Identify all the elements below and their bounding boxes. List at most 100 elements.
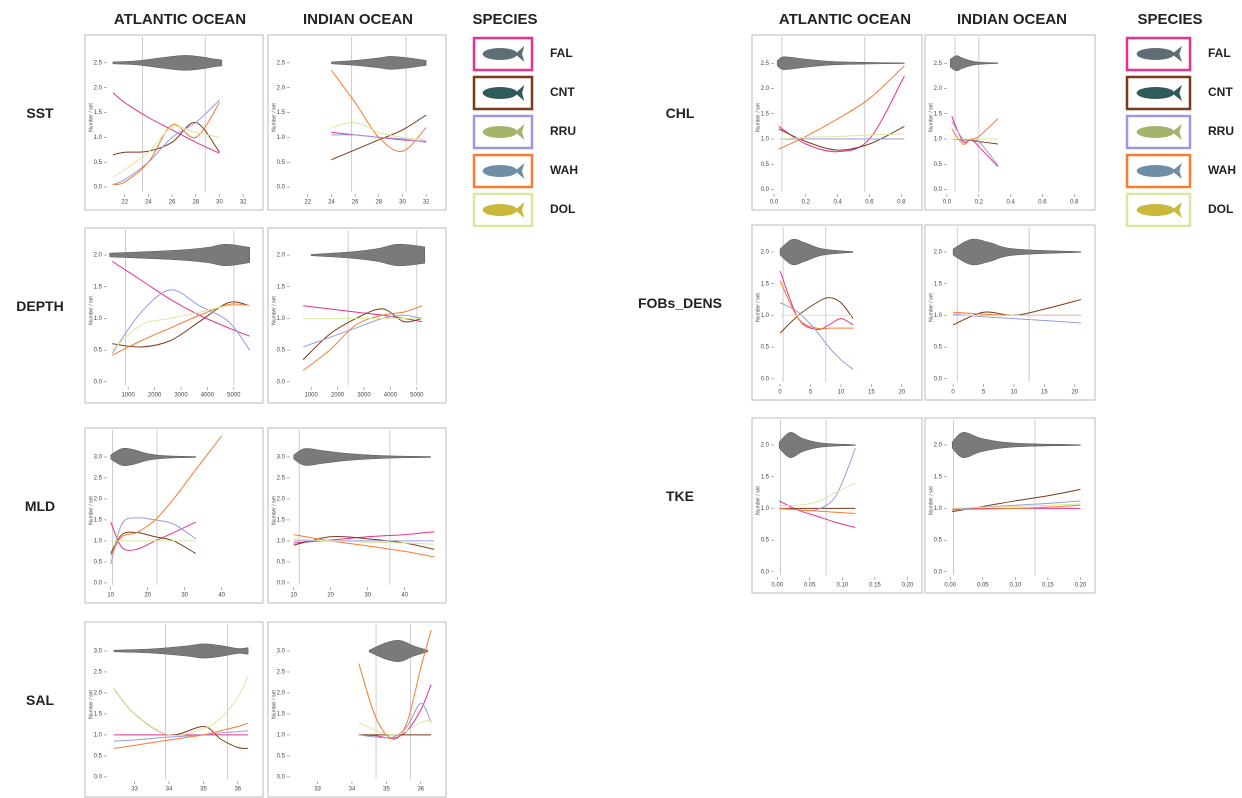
legend-label: WAH: [550, 163, 578, 177]
x-tick-label: 1000: [121, 393, 135, 399]
y-tick-label: 2.0: [277, 497, 286, 503]
x-tick-label: 0: [951, 390, 955, 396]
x-tick-label: 22: [121, 200, 128, 206]
legend-item: CNT: [472, 75, 575, 111]
y-tick-label: 0.5: [94, 559, 103, 565]
y-tick-label: 2.0: [94, 253, 103, 259]
fish-icon: [1136, 204, 1175, 216]
legend-item: FAL: [472, 36, 573, 72]
violin: [952, 238, 1082, 266]
panel: 0.0 0.5 1.0 1.5 2.0 0 5 10 15 20 Number / set: [751, 224, 923, 401]
violin: [331, 56, 427, 70]
y-tick-label: 3.0: [277, 649, 286, 655]
curve: [112, 126, 220, 178]
y-tick-label: 2.0: [934, 86, 943, 92]
y-tick-label: 0.0: [94, 185, 103, 191]
y-axis-label: Number / set: [88, 690, 94, 719]
curve: [293, 534, 435, 558]
curve: [779, 302, 854, 370]
y-tick-label: 1.0: [277, 316, 286, 322]
fish-tail: [515, 202, 525, 218]
panel: 0.0 0.5 1.0 1.5 2.0 2.5 22 24 26 28 30 32 Number / s…: [267, 34, 447, 211]
legend-item: RRU: [472, 114, 576, 150]
violin: [293, 448, 431, 466]
x-tick-label: 0: [778, 390, 782, 396]
x-tick-label: 0.05: [804, 583, 816, 589]
curve: [112, 121, 220, 156]
panel: 0.0 0.5 1.0 1.5 2.0 1000 2000 3000 4000 5000 Numbe…: [267, 227, 447, 404]
fish-icon: [1136, 126, 1175, 138]
curve: [302, 308, 423, 360]
legend-label: WAH: [1208, 163, 1236, 177]
x-tick-label: 20: [327, 593, 334, 599]
fish-icon: [1136, 87, 1175, 99]
curve: [112, 303, 250, 356]
y-tick-label: 2.5: [277, 476, 286, 482]
violin: [113, 643, 249, 659]
curve: [112, 99, 220, 186]
fish-tail: [515, 46, 525, 62]
x-tick-label: 24: [145, 200, 152, 206]
y-tick-label: 0.0: [761, 376, 770, 382]
legend-label: DOL: [1208, 202, 1233, 216]
x-tick-label: 30: [181, 593, 188, 599]
y-tick-label: 2.5: [277, 60, 286, 66]
x-tick-label: 36: [417, 787, 424, 793]
x-tick-label: 0.20: [1075, 583, 1087, 589]
violin: [779, 238, 854, 266]
x-tick-label: 0.8: [1070, 200, 1079, 206]
fish-icon: [482, 204, 518, 216]
x-tick-label: 32: [240, 200, 247, 206]
y-tick-label: 0.5: [761, 345, 770, 351]
x-tick-label: 24: [328, 200, 335, 206]
curve: [952, 504, 1081, 511]
y-tick-label: 0.5: [94, 348, 103, 354]
legend-item: DOL: [1125, 192, 1233, 228]
x-tick-label: 0.05: [977, 583, 989, 589]
y-tick-label: 1.5: [934, 281, 943, 287]
y-tick-label: 0.5: [277, 348, 286, 354]
fish-tail: [1171, 163, 1182, 179]
curve: [111, 289, 251, 354]
y-tick-label: 1.0: [761, 313, 770, 319]
panel: 0.0 0.5 1.0 1.5 2.0 0.00 0.05 0.10 0.15 0.20 Numbe…: [751, 417, 923, 594]
y-tick-label: 0.0: [94, 774, 103, 780]
x-tick-label: 5000: [227, 393, 241, 399]
y-tick-label: 1.5: [277, 110, 286, 116]
y-axis-label: Number / set: [88, 103, 94, 132]
fish-icon: [1136, 165, 1175, 177]
x-tick-label: 40: [218, 593, 225, 599]
x-tick-label: 20: [1071, 390, 1078, 396]
y-tick-label: 0.0: [761, 187, 770, 193]
curve: [779, 280, 854, 330]
y-tick-label: 1.0: [934, 506, 943, 512]
panel: 0.0 0.5 1.0 1.5 2.0 1000 2000 3000 4000 5000 Numbe…: [84, 227, 264, 404]
y-tick-label: 1.0: [761, 137, 770, 143]
column-header: ATLANTIC OCEAN: [114, 11, 246, 28]
y-axis-label: Number / set: [88, 496, 94, 525]
curve: [110, 517, 197, 565]
y-axis-label: Number / set: [755, 293, 761, 322]
curve: [110, 521, 197, 551]
x-tick-label: 28: [375, 200, 382, 206]
y-tick-label: 0.0: [277, 379, 286, 385]
y-tick-label: 2.5: [761, 61, 770, 67]
y-tick-label: 2.0: [761, 86, 770, 92]
x-tick-label: 0.0: [943, 200, 952, 206]
x-tick-label: 0.00: [944, 583, 956, 589]
y-axis-label: Number / set: [928, 293, 934, 322]
x-tick-label: 30: [216, 200, 223, 206]
x-tick-label: 34: [349, 787, 356, 793]
legend-item: DOL: [472, 192, 575, 228]
y-tick-label: 1.5: [94, 110, 103, 116]
x-tick-label: 30: [364, 593, 371, 599]
panel: 0.0 0.5 1.0 1.5 2.0 2.5 3.0 10 20 30 40 Number / se…: [84, 427, 264, 604]
fish-icon: [482, 165, 518, 177]
y-tick-label: 0.0: [761, 569, 770, 575]
y-tick-label: 2.5: [94, 60, 103, 66]
y-tick-label: 1.0: [934, 313, 943, 319]
x-tick-label: 4000: [384, 393, 398, 399]
curve: [778, 65, 905, 150]
y-tick-label: 1.0: [277, 539, 286, 545]
y-tick-label: 0.0: [934, 187, 943, 193]
